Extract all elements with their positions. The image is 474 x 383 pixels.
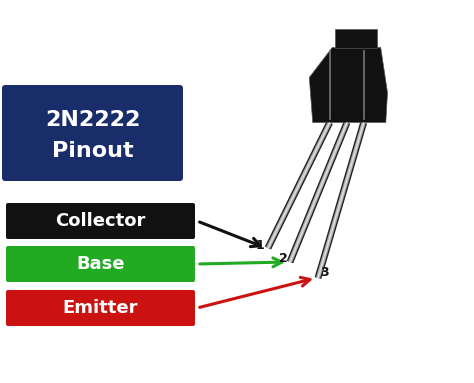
FancyBboxPatch shape — [6, 246, 195, 282]
FancyBboxPatch shape — [6, 203, 195, 239]
Text: Base: Base — [76, 255, 125, 273]
FancyBboxPatch shape — [2, 85, 183, 181]
Text: 2N2222: 2N2222 — [45, 110, 140, 129]
Text: Emitter: Emitter — [63, 299, 138, 317]
Text: Collector: Collector — [55, 212, 146, 230]
Text: 2: 2 — [279, 252, 287, 265]
Text: 1: 1 — [255, 239, 264, 252]
Text: Pinout: Pinout — [52, 141, 133, 161]
Polygon shape — [335, 29, 377, 47]
FancyBboxPatch shape — [6, 290, 195, 326]
Text: 3: 3 — [321, 267, 329, 280]
Polygon shape — [310, 47, 388, 123]
